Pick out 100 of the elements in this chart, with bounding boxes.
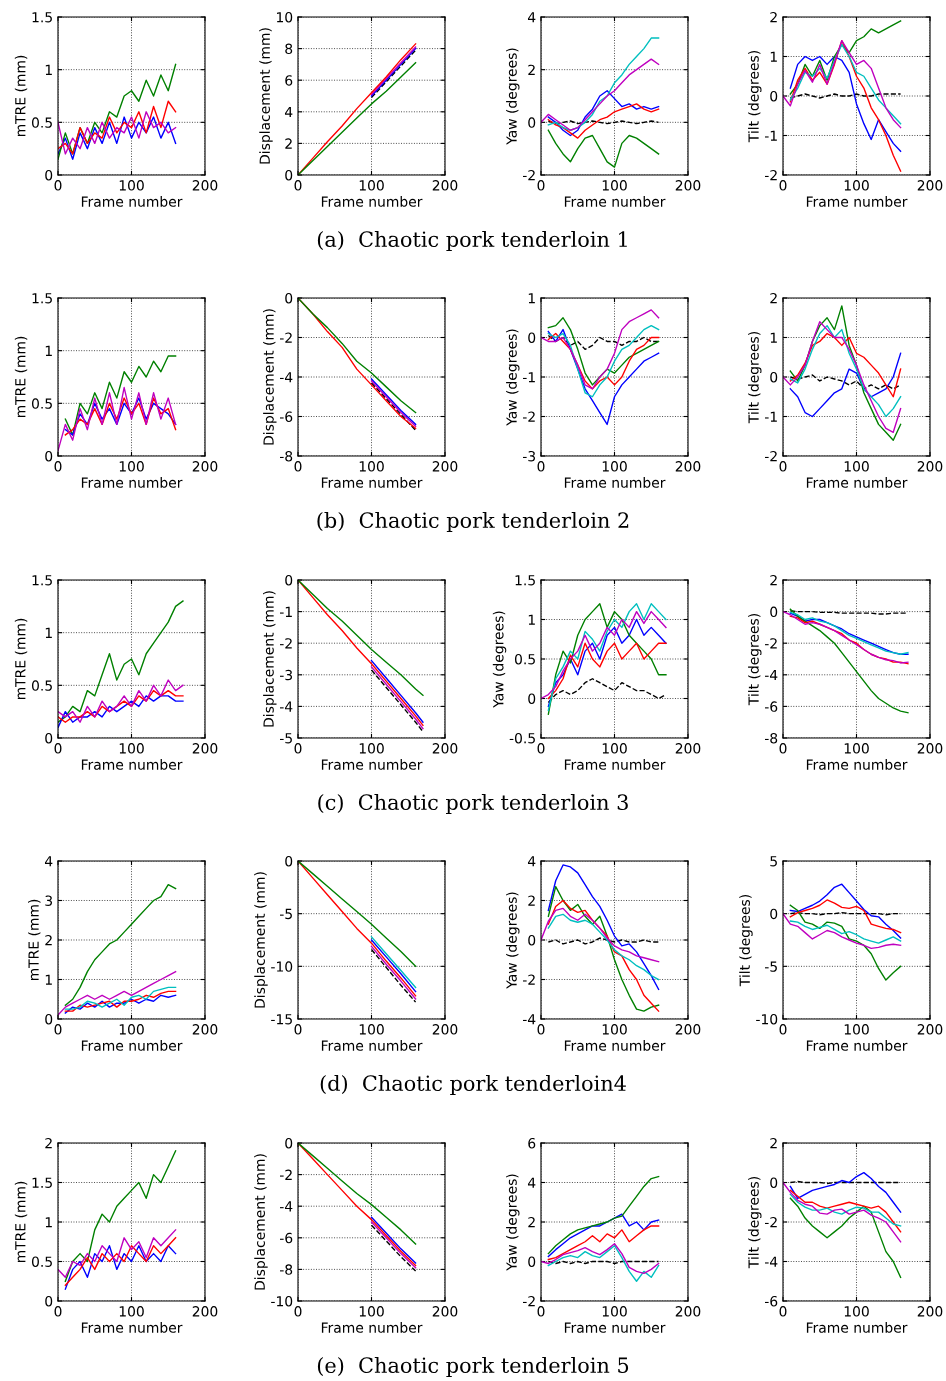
y-tick-label: -5 [764, 961, 777, 972]
x-tick-label: 200 [432, 461, 458, 472]
line-series [789, 1197, 902, 1278]
x-axis-title: Frame number [321, 1322, 423, 1333]
line-series [547, 678, 667, 704]
x-axis-title: Frame number [81, 1040, 183, 1051]
line-series [58, 695, 184, 729]
y-tick-label: 0 [285, 292, 293, 304]
y-tick-label: 0 [285, 169, 293, 181]
x-axis-title: Frame number [806, 1040, 908, 1051]
y-tick-label: -1 [279, 606, 292, 617]
line-series [789, 374, 902, 390]
line-series [298, 580, 424, 727]
x-tick-label: 100 [359, 180, 384, 191]
y-tick-label: -5 [279, 733, 292, 744]
line-series [789, 904, 902, 981]
y-axis-title: Displacement (mm) [259, 28, 273, 164]
y-tick-label: 6 [285, 75, 293, 86]
y-tick-label: -6 [764, 701, 778, 712]
x-axis-title: Frame number [564, 759, 666, 770]
line-series [547, 332, 660, 390]
y-tick-label: -1 [522, 372, 535, 383]
line-series [547, 1213, 660, 1258]
x-axis-title: Frame number [81, 196, 183, 207]
y-tick-label: 1.5 [32, 12, 52, 23]
x-tick-label: 100 [359, 1024, 384, 1035]
x-axis-title: Frame number [81, 759, 183, 770]
y-tick-label: 2 [770, 292, 777, 304]
text: (c) Chaotic pork tenderloin 3 [318, 793, 628, 815]
line-series [370, 659, 424, 723]
x-tick-label: 0 [537, 743, 545, 754]
y-tick-label: -10 [271, 1295, 293, 1307]
y-tick-label: -4 [279, 701, 293, 712]
line-series [547, 1175, 660, 1255]
x-axis-title: Frame number [564, 477, 666, 488]
y-tick-label: 0.5 [31, 680, 52, 691]
x-axis-title: Frame number [564, 1040, 666, 1051]
y-tick-label: 1.5 [32, 1177, 52, 1188]
line-series [541, 1243, 660, 1275]
y-axis-title: Displacement (mm) [263, 309, 277, 445]
x-tick-label: 200 [917, 180, 943, 191]
y-tick-label: 1 [770, 51, 777, 62]
y-tick-label: 2 [770, 11, 777, 23]
x-tick-label: 0 [54, 1024, 62, 1035]
line-series [547, 1225, 660, 1261]
line-series [789, 55, 902, 152]
y-tick-label: 1 [770, 332, 777, 343]
line-series [783, 1181, 902, 1243]
x-tick-label: 0 [537, 1024, 545, 1035]
y-axis-title: Yaw (degrees) [506, 1174, 520, 1271]
line-series [541, 58, 660, 131]
x-tick-label: 0 [294, 461, 302, 472]
y-tick-label: -1 [764, 130, 777, 141]
line-series [547, 642, 667, 700]
y-axis-title: Yaw (degrees) [492, 611, 507, 708]
y-tick-label: 2 [285, 138, 292, 149]
x-tick-label: 200 [675, 743, 701, 754]
x-axis-title: Frame number [321, 196, 423, 207]
y-axis-title: Tilt (degrees) [748, 1177, 762, 1269]
y-tick-label: -8 [279, 1264, 293, 1275]
y-tick-label: 2 [770, 1137, 777, 1149]
line-series [541, 309, 660, 390]
x-tick-label: 200 [917, 1306, 943, 1317]
line-series [64, 1150, 177, 1282]
line-series [547, 90, 660, 137]
line-series [547, 129, 660, 168]
y-tick-label: 0.5 [514, 653, 535, 665]
x-tick-label: 100 [602, 1306, 627, 1317]
y-axis-title: Tilt (degrees) [748, 332, 762, 424]
x-axis-title: Frame number [81, 477, 183, 488]
y-tick-label: -2 [279, 332, 292, 343]
x-tick-label: 0 [294, 743, 302, 754]
y-tick-label: -3 [522, 450, 536, 462]
y-tick-label: -2 [522, 169, 535, 181]
y-tick-label: 0 [285, 855, 293, 867]
line-series [789, 324, 902, 418]
y-axis-title: Displacement (mm) [254, 872, 268, 1008]
y-tick-label: 0 [285, 1137, 293, 1149]
text: (b) Chaotic pork tenderloin 2 [317, 511, 629, 533]
y-tick-label: -10 [271, 961, 293, 972]
y-tick-label: -2 [764, 450, 777, 462]
line-series [64, 355, 177, 436]
y-tick-label: 10 [276, 11, 293, 23]
y-tick-label: 4 [284, 106, 293, 118]
y-axis-title: Displacement (mm) [254, 1154, 268, 1290]
line-series [541, 610, 667, 700]
line-series [547, 1245, 660, 1282]
x-tick-label: 0 [779, 180, 787, 191]
x-tick-label: 100 [119, 461, 144, 472]
y-tick-label: 2 [528, 1216, 535, 1228]
line-series [547, 103, 660, 139]
y-axis-title: Tilt (degrees) [739, 895, 753, 987]
x-tick-label: 100 [119, 743, 144, 754]
line-series [541, 907, 660, 963]
x-tick-label: 0 [54, 743, 62, 754]
y-axis-title: mTRE (mm) [14, 336, 28, 418]
x-tick-label: 200 [675, 1024, 701, 1035]
y-tick-label: 1 [528, 614, 535, 625]
y-tick-label: -1 [764, 411, 777, 422]
y-tick-label: 0 [528, 117, 536, 128]
